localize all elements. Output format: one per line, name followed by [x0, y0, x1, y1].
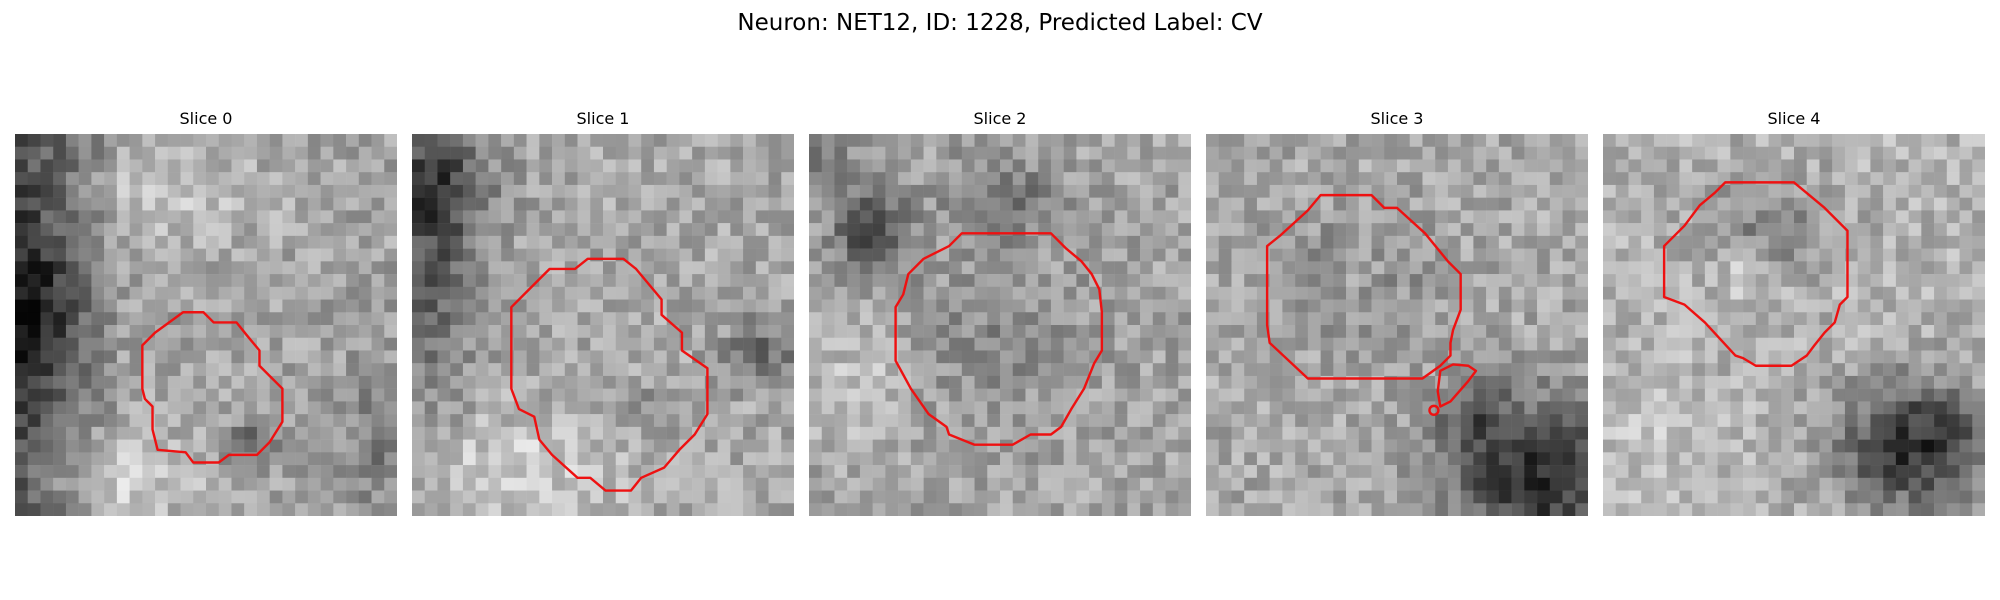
slice-image-0: [15, 134, 397, 516]
grayscale-pixels: [15, 134, 397, 516]
roi-contour: [894, 232, 1104, 446]
grayscale-pixels: [1206, 134, 1588, 516]
slice-image-4: [1603, 134, 1985, 516]
roi-contour: [1265, 193, 1462, 380]
slice-title-4: Slice 4: [1767, 109, 1821, 128]
slice-title-0: Slice 0: [179, 109, 233, 128]
grayscale-pixels: [809, 134, 1191, 516]
roi-contour: [510, 257, 709, 492]
roi-contour-dot: [1428, 404, 1440, 416]
roi-contour: [141, 311, 284, 464]
figure-title: Neuron: NET12, ID: 1228, Predicted Label…: [737, 10, 1263, 36]
grayscale-pixels: [412, 134, 794, 516]
grayscale-pixels: [1603, 134, 1985, 516]
roi-contour-small: [1436, 363, 1478, 408]
slice-image-2: [809, 134, 1191, 516]
slice-image-3: [1206, 134, 1588, 516]
slice-title-2: Slice 2: [973, 109, 1027, 128]
slice-title-1: Slice 1: [576, 109, 630, 128]
slice-title-3: Slice 3: [1370, 109, 1424, 128]
slice-image-1: [412, 134, 794, 516]
roi-contour: [1662, 181, 1849, 367]
